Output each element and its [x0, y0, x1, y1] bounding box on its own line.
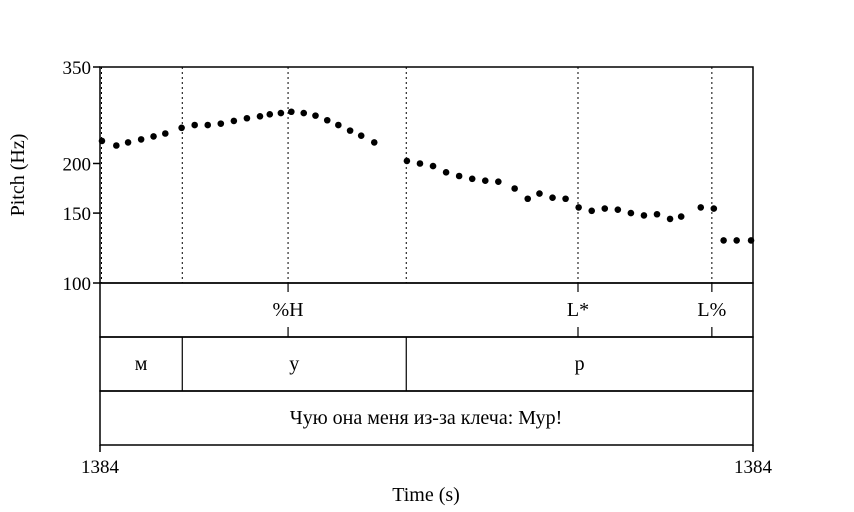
- tone-label: L*: [567, 299, 589, 321]
- pitch-point: [562, 195, 569, 203]
- pitch-point: [312, 112, 319, 119]
- sentence-tier-frame: [99, 390, 754, 446]
- pitch-point: [511, 185, 518, 192]
- pitch-point: [536, 190, 543, 197]
- pitch-point: [442, 169, 450, 176]
- pitch-point: [575, 204, 582, 211]
- pitch-point: [277, 109, 285, 117]
- tone-tier: %H L* L%: [273, 283, 726, 337]
- pitch-point: [747, 237, 755, 244]
- pitch-point: [370, 139, 378, 146]
- pitch-point: [178, 124, 185, 132]
- pitch-point: [429, 162, 437, 170]
- pitch-point: [549, 194, 556, 202]
- pitch-point: [357, 132, 365, 139]
- pitch-point: [481, 177, 489, 184]
- tone-label: L%: [697, 299, 726, 321]
- tone-label: %H: [273, 299, 304, 321]
- pitch-point: [346, 127, 354, 134]
- x-end-label: 1384: [734, 457, 773, 478]
- pitch-point: [710, 205, 718, 212]
- pitch-point: [243, 114, 251, 122]
- pitch-point: [403, 157, 411, 165]
- pitch-point: [627, 209, 635, 217]
- y-tick-label: 350: [63, 58, 92, 79]
- pitch-point: [191, 121, 198, 129]
- pitch-point: [697, 204, 705, 211]
- pitch-point: [204, 121, 212, 129]
- pitch-point: [137, 136, 145, 143]
- pitch-point: [720, 237, 727, 244]
- pitch-point: [666, 215, 674, 223]
- pitch-point: [323, 116, 331, 124]
- y-tick-label: 150: [63, 204, 92, 225]
- pitch-point: [162, 130, 169, 137]
- pitch-point: [653, 210, 661, 218]
- segment-tier-frame: [99, 336, 754, 392]
- pitch-point: [217, 120, 225, 127]
- pitch-point: [601, 205, 609, 212]
- pitch-point: [113, 142, 120, 149]
- pitch-point: [455, 172, 463, 180]
- y-tick-label: 200: [63, 154, 92, 175]
- pitch-point: [614, 206, 622, 213]
- pitch-point: [256, 112, 264, 120]
- pitch-plot-frame: [99, 66, 754, 284]
- pitch-point: [640, 212, 648, 219]
- pitch-point: [124, 139, 132, 146]
- pitch-point: [495, 178, 502, 185]
- tone-tier-frame: [99, 282, 754, 338]
- x-axis-label: Time (s): [392, 484, 460, 506]
- pitch-point: [677, 213, 685, 220]
- pitch-point: [468, 175, 476, 183]
- pitch-point: [733, 237, 740, 244]
- x-start-label: 1384: [81, 457, 120, 478]
- pitch-point: [524, 195, 532, 203]
- pitch-point: [416, 160, 424, 167]
- pitch-point: [150, 133, 157, 140]
- pitch-point: [230, 117, 238, 125]
- y-axis: 350 200 150 100: [63, 58, 100, 295]
- pitch-point: [288, 108, 295, 116]
- pitch-point: [588, 207, 596, 215]
- segment-label: у: [289, 353, 299, 375]
- pitch-point: [335, 121, 342, 129]
- pitch-point: [300, 109, 308, 117]
- y-axis-label: Pitch (Hz): [7, 134, 29, 217]
- pitch-point: [266, 111, 274, 118]
- pitch-point: [98, 137, 106, 145]
- segment-label: м: [135, 353, 148, 375]
- pitch-points: [98, 108, 755, 244]
- y-tick-label: 100: [63, 274, 92, 295]
- segment-label: р: [575, 353, 585, 375]
- boundary-lines: [101, 67, 713, 283]
- sentence-label: Чую она меня из-за клеча: Мур!: [290, 407, 563, 429]
